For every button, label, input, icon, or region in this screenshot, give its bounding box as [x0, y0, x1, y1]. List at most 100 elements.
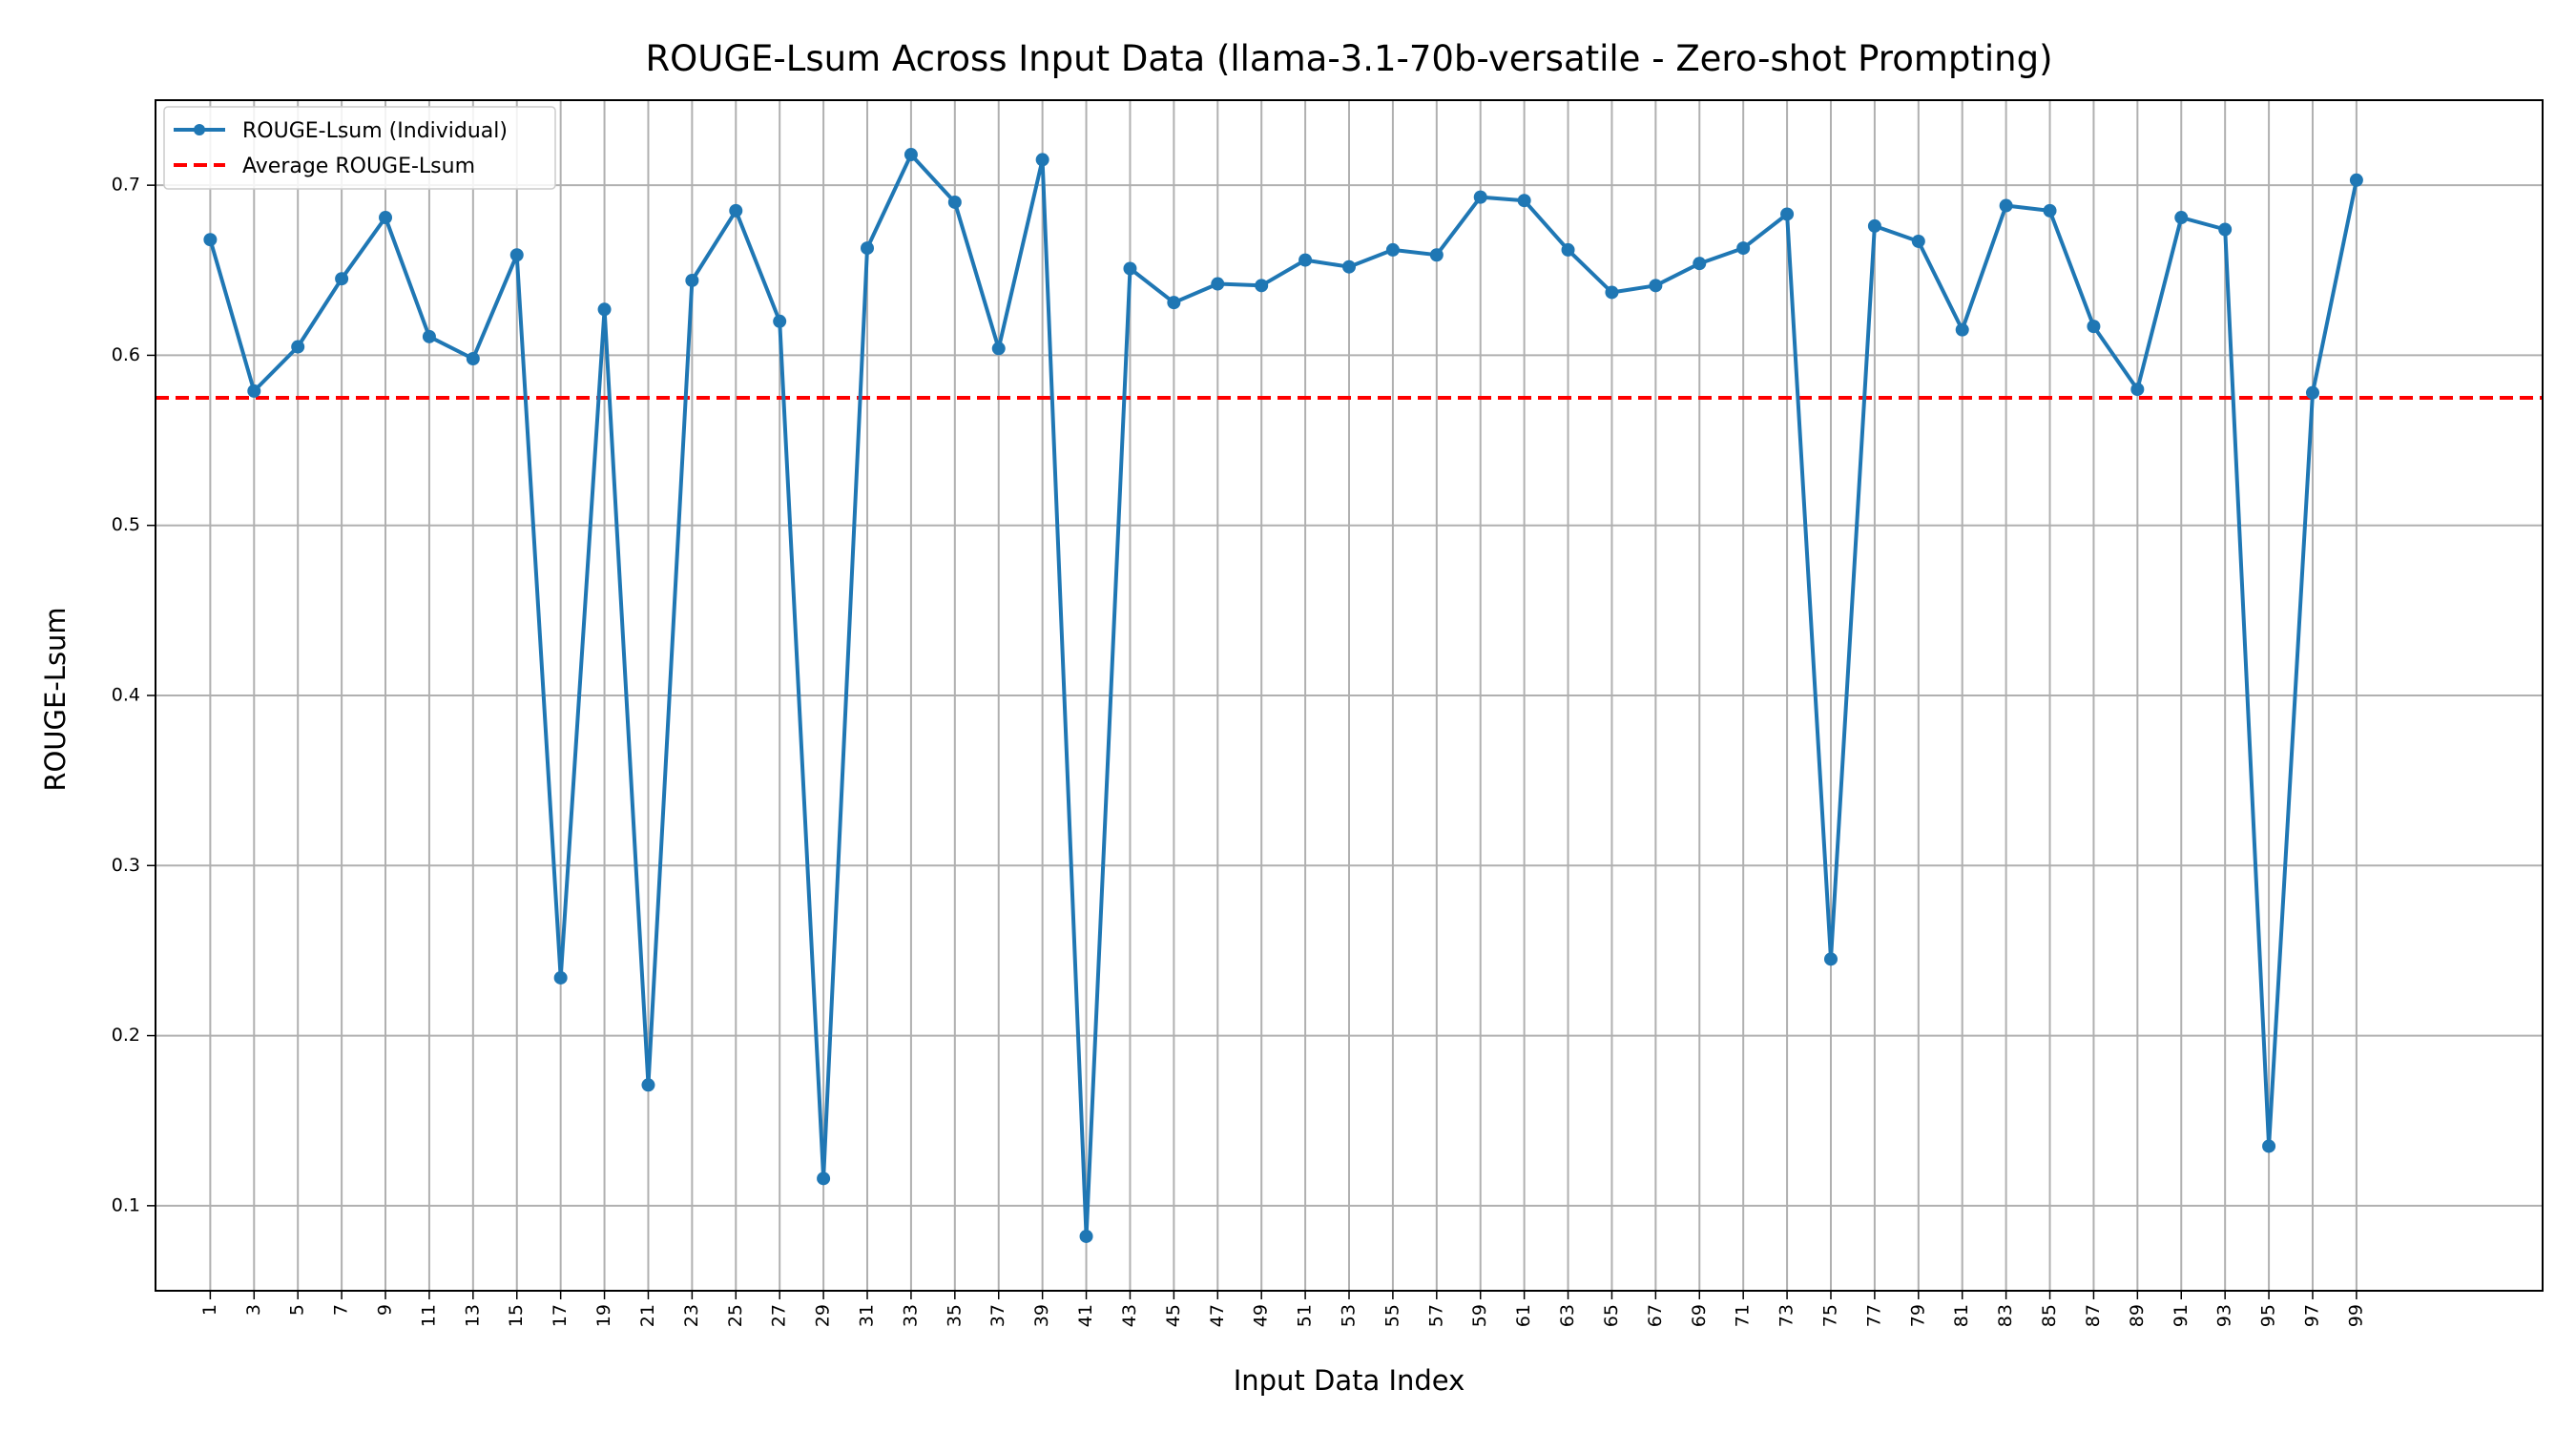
- x-tick-label: 25: [725, 1304, 746, 1327]
- x-axis-ticks: 1 3 5 7 9 11 13 15 17 19 21 23 25 27 29 31 33 35 37 39 41 43 4…: [199, 1291, 2366, 1327]
- data-point: [1473, 190, 1487, 204]
- x-tick-label: 39: [1031, 1304, 1052, 1327]
- x-tick-label: 35: [944, 1304, 965, 1327]
- x-tick-label: 93: [2214, 1304, 2235, 1327]
- data-point: [1298, 253, 1313, 267]
- x-tick-label: 21: [637, 1304, 658, 1327]
- x-tick-label: 19: [593, 1304, 614, 1327]
- data-point: [1911, 234, 1925, 248]
- x-tick-label: 85: [2039, 1304, 2060, 1327]
- x-tick-label: 41: [1075, 1304, 1096, 1327]
- data-point: [861, 241, 875, 256]
- x-tick-label: 77: [1863, 1304, 1884, 1327]
- legend-label-average: Average ROUGE-Lsum: [242, 155, 475, 178]
- legend-label-individual: ROUGE-Lsum (Individual): [242, 119, 508, 143]
- x-tick-label: 1: [199, 1304, 220, 1316]
- x-tick-label: 7: [331, 1304, 352, 1316]
- x-tick-label: 91: [2171, 1304, 2192, 1327]
- x-tick-label: 43: [1119, 1304, 1140, 1327]
- legend-series-marker-sample: [194, 124, 205, 135]
- y-tick-label: 0.6: [112, 344, 140, 365]
- data-point: [247, 384, 261, 398]
- series-line: [208, 153, 2358, 1238]
- x-tick-label: 3: [243, 1304, 264, 1316]
- data-point: [1867, 218, 1881, 233]
- data-point: [1605, 285, 1619, 300]
- x-tick-label: 63: [1557, 1304, 1578, 1327]
- x-tick-label: 71: [1733, 1304, 1754, 1327]
- chart-title: ROUGE-Lsum Across Input Data (llama-3.1-…: [645, 38, 2052, 79]
- x-tick-label: 49: [1251, 1304, 1272, 1327]
- x-tick-label: 59: [1469, 1304, 1490, 1327]
- data-point: [2174, 211, 2189, 225]
- y-tick-label: 0.3: [112, 855, 140, 876]
- x-tick-label: 9: [375, 1304, 396, 1316]
- data-point: [1342, 259, 1356, 274]
- x-tick-label: 53: [1339, 1304, 1360, 1327]
- x-tick-label: 97: [2301, 1304, 2322, 1327]
- data-point: [1255, 279, 1269, 293]
- data-point: [509, 248, 524, 262]
- x-tick-label: 57: [1425, 1304, 1446, 1327]
- data-point: [2218, 222, 2233, 237]
- data-point: [773, 314, 787, 328]
- grid-lines: [156, 100, 2543, 1291]
- x-tick-label: 95: [2258, 1304, 2279, 1327]
- data-point: [1035, 153, 1049, 167]
- legend: ROUGE-Lsum (Individual) Average ROUGE-Ls…: [163, 106, 556, 190]
- series-layer: [203, 148, 2363, 1243]
- data-point: [2087, 320, 2101, 334]
- x-tick-label: 65: [1601, 1304, 1622, 1327]
- data-point: [729, 203, 743, 218]
- x-tick-label: 81: [1951, 1304, 1972, 1327]
- y-tick-label: 0.7: [112, 175, 140, 196]
- x-tick-label: 79: [1907, 1304, 1928, 1327]
- x-tick-label: 11: [418, 1304, 439, 1327]
- data-point: [817, 1172, 831, 1186]
- data-point: [1649, 279, 1663, 293]
- x-tick-label: 5: [287, 1304, 308, 1316]
- data-point: [947, 195, 962, 209]
- data-point: [466, 351, 480, 365]
- data-point: [379, 211, 393, 225]
- y-axis-ticks: 0.1 0.2 0.3 0.4 0.5 0.6 0.7: [112, 175, 156, 1215]
- x-tick-label: 75: [1819, 1304, 1840, 1327]
- x-tick-label: 37: [987, 1304, 1008, 1327]
- data-point: [203, 233, 218, 247]
- data-point: [1167, 296, 1181, 310]
- x-tick-label: 27: [769, 1304, 790, 1327]
- data-point: [1123, 261, 1137, 276]
- data-point: [2130, 383, 2145, 397]
- data-point: [1823, 952, 1838, 966]
- x-tick-label: 87: [2083, 1304, 2104, 1327]
- data-point: [1999, 198, 2013, 213]
- x-tick-label: 51: [1295, 1304, 1316, 1327]
- x-tick-label: 17: [550, 1304, 571, 1327]
- x-tick-label: 99: [2345, 1304, 2366, 1327]
- data-point: [1561, 242, 1575, 257]
- data-point: [685, 273, 699, 287]
- data-point: [1736, 241, 1751, 256]
- legend-box: [163, 106, 556, 190]
- x-axis-label: Input Data Index: [1234, 1364, 1465, 1397]
- data-point: [2262, 1139, 2276, 1153]
- data-point: [422, 329, 436, 343]
- x-tick-label: 47: [1207, 1304, 1228, 1327]
- data-point: [1429, 248, 1444, 262]
- x-tick-label: 69: [1689, 1304, 1710, 1327]
- y-tick-label: 0.1: [112, 1194, 140, 1215]
- y-tick-label: 0.2: [112, 1025, 140, 1046]
- data-point: [2349, 173, 2363, 187]
- data-point: [1955, 322, 1969, 337]
- x-tick-label: 31: [857, 1304, 878, 1327]
- data-point: [641, 1078, 655, 1092]
- data-point: [1211, 277, 1225, 291]
- x-tick-label: 89: [2127, 1304, 2148, 1327]
- data-point: [1693, 257, 1707, 271]
- x-tick-label: 15: [506, 1304, 527, 1327]
- x-tick-label: 73: [1776, 1304, 1797, 1327]
- x-tick-label: 83: [1995, 1304, 2016, 1327]
- data-point: [1079, 1229, 1093, 1243]
- y-tick-label: 0.4: [112, 685, 140, 706]
